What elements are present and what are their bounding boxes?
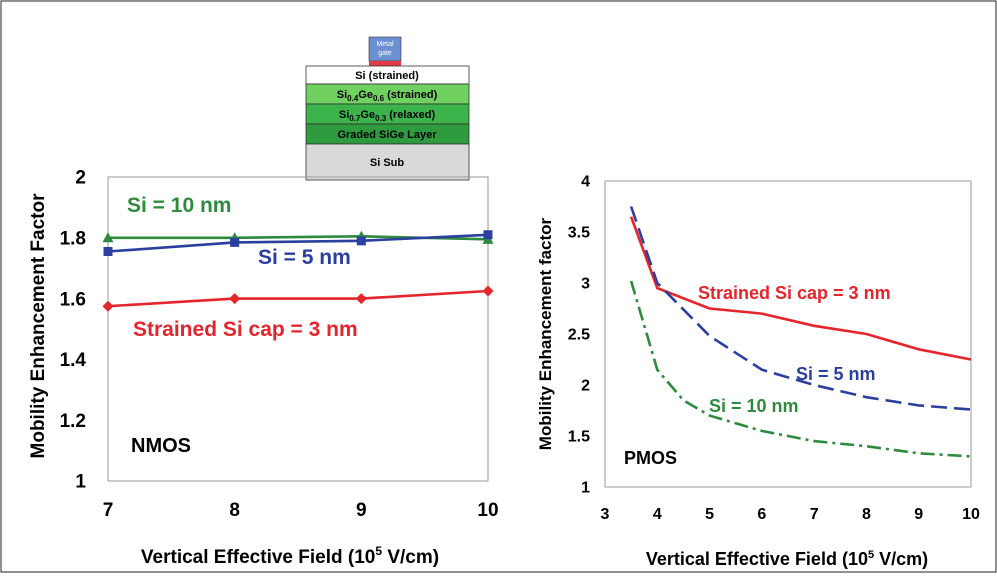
nmos-series-annotation-2: Strained Si cap = 3 nm bbox=[133, 318, 358, 341]
pmos-x-ticks: 3 4 5 6 7 8 9 10 bbox=[601, 506, 980, 523]
nmos-series-0-point bbox=[102, 232, 114, 243]
nmos-y-tick-label: 1.8 bbox=[60, 228, 86, 249]
layer-si-sub bbox=[305, 143, 470, 181]
pmos-y-ticks: 1 1.5 2 2.5 3 3.5 4 bbox=[568, 174, 590, 497]
nmos-series bbox=[102, 230, 494, 312]
pmos-annotations: Strained Si cap = 3 nm Si = 5 nm Si = 10 n… bbox=[698, 283, 891, 416]
pmos-y-tick-label: 2 bbox=[581, 378, 590, 395]
nmos-x-tick-label: 10 bbox=[477, 500, 498, 521]
nmos-series-1-point bbox=[483, 230, 493, 240]
pmos-series-annotation-1: Si = 5 nm bbox=[796, 364, 876, 384]
pmos-x-tick-label: 4 bbox=[653, 506, 662, 523]
pmos-x-axis-label: Vertical Effective Field (105 V/cm) bbox=[646, 549, 928, 569]
nmos-y-ticks: 1 1.2 1.4 1.6 1.8 2 bbox=[60, 168, 87, 493]
pmos-y-tick-label: 2.5 bbox=[568, 327, 590, 344]
nmos-y-tick-label: 1.2 bbox=[60, 411, 86, 432]
nmos-panel-label: NMOS bbox=[131, 435, 191, 457]
pmos-series bbox=[629, 206, 972, 458]
pmos-x-tick-label: 6 bbox=[757, 506, 766, 523]
nmos-x-ticks: 7 8 9 10 bbox=[103, 500, 499, 521]
layer-si-strained-label: Si (strained) bbox=[355, 70, 419, 82]
nmos-series-2-point bbox=[482, 285, 494, 297]
nmos-y-axis-label: Mobility Enhancement Factor bbox=[28, 193, 49, 459]
pmos-x-tick-label: 5 bbox=[705, 506, 714, 523]
nmos-series-1-point bbox=[103, 246, 113, 256]
nmos-series-line-1 bbox=[107, 233, 489, 253]
nmos-x-tick-label: 7 bbox=[103, 500, 114, 521]
pmos-series-line-2 bbox=[629, 280, 972, 458]
pmos-y-tick-label: 3.5 bbox=[568, 225, 590, 242]
layer-stack-diagram: Metal gate Si (strained) Si0.4Ge0.6 (str… bbox=[305, 36, 470, 181]
nmos-y-tick-label: 1 bbox=[75, 472, 86, 493]
pmos-plot-area bbox=[604, 180, 972, 488]
pmos-y-tick-label: 4 bbox=[581, 174, 590, 191]
nmos-series-1-point bbox=[230, 237, 240, 247]
nmos-y-tick-label: 1.6 bbox=[60, 289, 86, 310]
pmos-x-tick-label: 7 bbox=[810, 506, 819, 523]
layer-si-sub-label: Si Sub bbox=[370, 157, 405, 169]
pmos-x-tick-label: 3 bbox=[601, 506, 610, 523]
pmos-series-annotation-0: Strained Si cap = 3 nm bbox=[698, 283, 891, 303]
nmos-y-tick-label: 2 bbox=[75, 168, 86, 189]
gate-oxide bbox=[369, 61, 401, 66]
pmos-x-tick-label: 9 bbox=[914, 506, 923, 523]
nmos-annotations: Si = 10 nm Si = 5 nm Strained Si cap = 3 n… bbox=[127, 194, 358, 341]
nmos-x-tick-label: 8 bbox=[229, 500, 240, 521]
pmos-chart: 1 1.5 2 2.5 3 3.5 4 3 4 5 6 7 8 9 10 Strained Si cap … bbox=[536, 174, 980, 569]
nmos-series-line-2 bbox=[107, 289, 489, 308]
pmos-y-tick-label: 3 bbox=[581, 276, 590, 293]
layer-sige-relaxed-label: Si0.7Ge0.3 (relaxed) bbox=[339, 109, 436, 123]
pmos-series-line-1 bbox=[629, 206, 972, 411]
layer-graded-sige-label: Graded SiGe Layer bbox=[337, 129, 437, 141]
nmos-plot-area bbox=[107, 176, 489, 482]
nmos-series-annotation-0: Si = 10 nm bbox=[127, 194, 231, 217]
nmos-series-2-point bbox=[102, 300, 114, 312]
layer-sige-strained-label: Si0.4Ge0.6 (strained) bbox=[337, 89, 438, 103]
metal-gate-label-2: gate bbox=[378, 50, 392, 57]
metal-gate-label-1: Metal bbox=[376, 41, 394, 48]
nmos-chart: 1 1.2 1.4 1.6 1.8 2 7 8 9 10 Si = 10 nm Si = 5 nm… bbox=[28, 168, 499, 568]
nmos-series-1-point bbox=[356, 236, 366, 246]
nmos-x-axis-label: Vertical Effective Field (105 V/cm) bbox=[141, 544, 439, 568]
pmos-x-tick-label: 10 bbox=[962, 506, 980, 523]
nmos-y-tick-label: 1.4 bbox=[60, 350, 87, 371]
pmos-y-tick-label: 1.5 bbox=[568, 429, 590, 446]
pmos-y-tick-label: 1 bbox=[581, 480, 590, 497]
nmos-x-tick-label: 9 bbox=[356, 500, 367, 521]
pmos-x-tick-label: 8 bbox=[862, 506, 871, 523]
nmos-series-2-point bbox=[229, 293, 241, 305]
nmos-series-annotation-1: Si = 5 nm bbox=[258, 246, 351, 269]
pmos-y-axis-label: Mobility Enhancement factor bbox=[536, 217, 555, 450]
pmos-series-annotation-2: Si = 10 nm bbox=[709, 396, 799, 416]
pmos-panel-label: PMOS bbox=[624, 448, 677, 468]
nmos-series-2-point bbox=[355, 293, 367, 305]
